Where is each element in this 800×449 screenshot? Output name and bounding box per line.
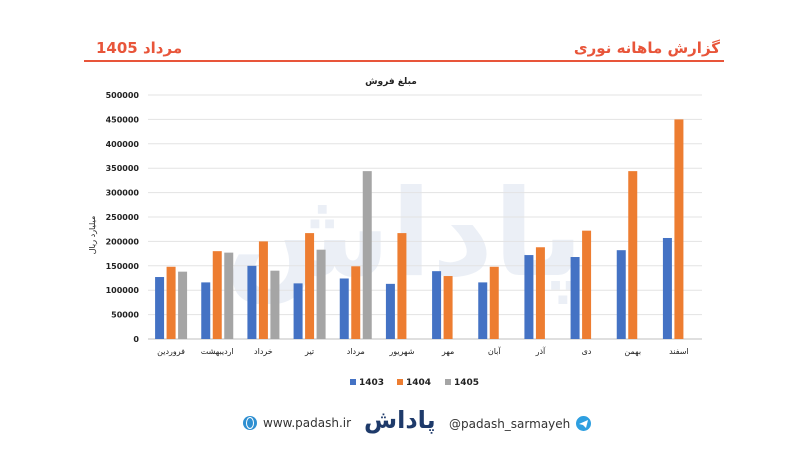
bar-1403 (155, 277, 165, 339)
legend-label-1403: 1403 (359, 378, 384, 388)
bar-1403 (293, 283, 303, 339)
bar-1403 (385, 283, 395, 339)
chart-bars (155, 119, 684, 340)
x-tick-label: اسفند (669, 347, 689, 356)
bar-1405 (362, 171, 372, 339)
x-tick-label: فروردین (157, 347, 185, 356)
y-tick-label: 100000 (106, 286, 140, 295)
x-tick-label: شهریور (388, 347, 414, 356)
bar-1404 (397, 233, 407, 339)
y-tick-label: 400000 (106, 140, 140, 149)
bar-1403 (339, 278, 349, 339)
y-tick-label: 300000 (106, 189, 140, 198)
bar-1405 (316, 249, 326, 339)
bar-1403 (247, 265, 257, 339)
footer-website[interactable]: www.padash.ir (243, 416, 351, 430)
x-tick-labels: فروردین اردیبهشت خرداد تیر مرداد شهریور مهر آبا… (157, 346, 689, 356)
bar-1404 (305, 233, 315, 339)
y-tick-label: 250000 (106, 213, 140, 222)
bar-1403 (570, 257, 580, 339)
x-tick-label: اردیبهشت (201, 347, 234, 356)
y-tick-label: 450000 (106, 115, 140, 124)
bar-1403 (478, 282, 488, 339)
legend-label-1405: 1405 (454, 378, 479, 388)
y-tick-label: 50000 (111, 311, 139, 320)
y-tick-label: 500000 (106, 91, 140, 100)
padash-logo: پاداش (364, 406, 436, 434)
bar-1404 (628, 171, 638, 339)
x-tick-label: مهر (441, 347, 454, 356)
y-axis-label: میلیارد ریال (88, 216, 97, 255)
telegram-icon (576, 416, 592, 431)
bar-1405 (270, 270, 280, 339)
bar-1404 (582, 230, 592, 339)
chart-legend: 1403 1404 1405 (350, 378, 479, 388)
telegram-handle: @padash_sarmayeh (449, 416, 571, 431)
x-tick-label: بهمن (624, 347, 641, 356)
bar-1404 (443, 276, 453, 339)
legend-swatch-1405 (445, 379, 451, 385)
bar-1403 (662, 237, 672, 339)
y-tick-label: 0 (133, 335, 139, 344)
bar-1403 (432, 271, 442, 339)
report-date: مرداد 1405 (96, 39, 183, 57)
globe-icon (243, 416, 257, 430)
bar-1404 (258, 241, 268, 339)
y-tick-label: 150000 (106, 262, 140, 271)
bar-1405 (224, 252, 234, 339)
chart-grid (148, 94, 702, 340)
bar-1404 (166, 266, 176, 339)
bar-1403 (201, 282, 211, 339)
bar-1404 (489, 266, 499, 339)
x-tick-label: مرداد (347, 347, 365, 356)
report-title: گزارش ماهانه نوری (573, 39, 720, 57)
bar-1404 (212, 251, 222, 339)
y-tick-labels: 0 50000 100000 150000 200000 250000 300000 3500… (106, 91, 140, 344)
y-tick-label: 350000 (106, 164, 140, 173)
bar-1405 (178, 271, 188, 339)
x-tick-label: دی (582, 347, 592, 356)
footer-telegram[interactable]: @padash_sarmayeh (449, 416, 592, 431)
legend-swatch-1404 (397, 379, 403, 385)
bar-1404 (351, 266, 361, 339)
bar-1404 (674, 119, 684, 340)
bar-1403 (524, 255, 534, 339)
legend-swatch-1403 (350, 379, 356, 385)
website-text: www.padash.ir (263, 416, 352, 430)
x-tick-label: خرداد (254, 347, 273, 356)
legend-label-1404: 1404 (406, 378, 431, 388)
x-tick-label: آذر (535, 346, 546, 356)
bar-1404 (535, 247, 545, 339)
bar-1403 (616, 250, 626, 339)
header-divider (84, 60, 724, 62)
y-tick-label: 200000 (106, 237, 140, 246)
x-tick-label: آبان (488, 346, 502, 356)
x-tick-label: تیر (304, 347, 314, 356)
chart-title: مبلغ فروش (365, 77, 417, 87)
